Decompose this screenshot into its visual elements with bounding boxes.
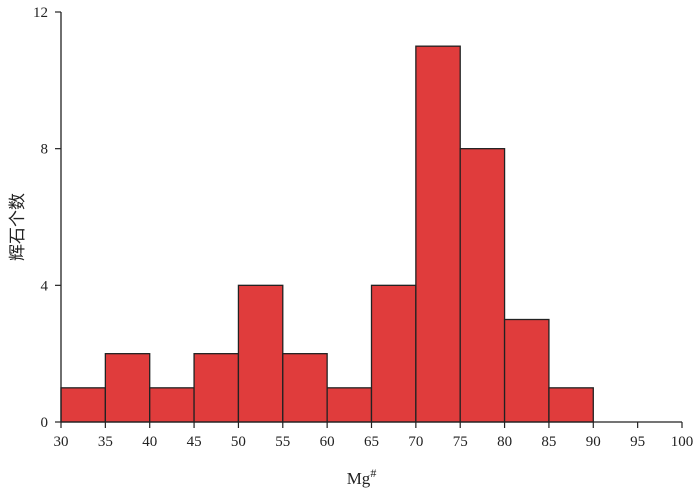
y-tick-label: 8 — [41, 142, 49, 158]
x-tick-label: 75 — [453, 434, 468, 450]
histogram-bar-55-60 — [282, 353, 328, 423]
y-axis-title: 辉石个数 — [8, 193, 27, 261]
histogram-bar-45-50 — [193, 353, 240, 423]
x-axis-title-main: Mg — [347, 469, 371, 488]
x-tick-label: 70 — [408, 434, 423, 450]
histogram-bar-35-40 — [104, 353, 151, 423]
histogram-bar-75-80 — [459, 148, 506, 423]
histogram-bar-65-70 — [370, 284, 417, 423]
y-ticks-group: 0 4 8 12 — [33, 5, 61, 431]
x-tick-label: 65 — [364, 434, 379, 450]
histogram-bar-80-85 — [503, 318, 550, 423]
x-axis-title-superscript: # — [370, 466, 376, 480]
x-ticks-group: 30 35 40 45 50 55 60 65 70 75 80 85 90 95 100 — [54, 422, 694, 450]
y-tick-label: 12 — [33, 5, 48, 21]
x-tick-label: 60 — [320, 434, 335, 450]
y-tick-label: 0 — [41, 415, 49, 431]
x-tick-label: 100 — [671, 434, 694, 450]
x-axis-title: Mg# — [347, 466, 377, 488]
x-tick-label: 30 — [54, 434, 69, 450]
histogram-bar-50-55 — [237, 284, 284, 423]
x-tick-label: 80 — [497, 434, 512, 450]
x-tick-label: 35 — [98, 434, 113, 450]
histogram-bar-60-65 — [326, 387, 373, 423]
x-tick-label: 55 — [275, 434, 290, 450]
x-tick-label: 50 — [231, 434, 246, 450]
x-tick-label: 90 — [586, 434, 601, 450]
x-tick-label: 45 — [187, 434, 202, 450]
histogram-bar-40-45 — [149, 387, 195, 423]
x-tick-label: 85 — [541, 434, 556, 450]
histogram-bar-70-75 — [415, 45, 461, 423]
histogram-bar-30-35 — [60, 387, 107, 423]
y-tick-label: 4 — [41, 278, 49, 294]
bars-group — [60, 45, 594, 423]
histogram-bar-85-90 — [548, 387, 594, 423]
x-tick-label: 40 — [142, 434, 157, 450]
x-tick-label: 95 — [630, 434, 645, 450]
